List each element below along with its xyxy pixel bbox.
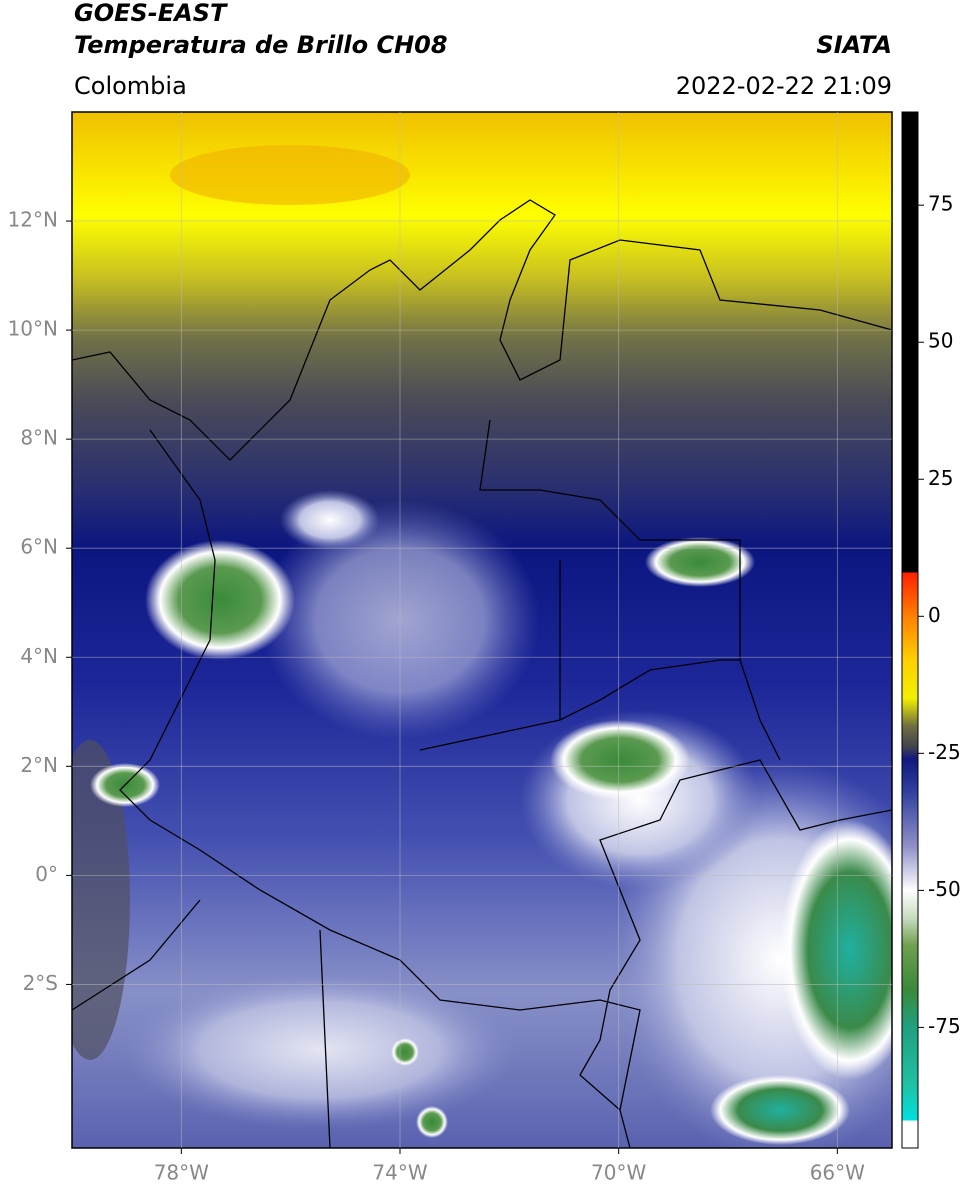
y-tick-label: 2°N <box>20 753 58 777</box>
y-tick-label: 6°N <box>20 535 58 559</box>
colorbar-tick-label: 25 <box>928 466 953 490</box>
cloud <box>120 970 520 1130</box>
storm <box>391 1038 419 1066</box>
datetime: 2022-02-22 21:09 <box>676 72 892 100</box>
colorbar-tick-label: 0 <box>928 603 941 627</box>
colorbar-tick-label: 50 <box>928 329 953 353</box>
storm <box>710 1075 850 1145</box>
colorbar-tick-label: -75 <box>928 1014 961 1038</box>
warm-area <box>170 145 410 205</box>
imagery <box>72 112 892 1148</box>
agency: SIATA <box>816 31 892 59</box>
y-tick-label: 10°N <box>8 317 58 341</box>
x-tick-label: 78°W <box>154 1161 209 1185</box>
cloud <box>280 490 380 550</box>
x-tick-label: 74°W <box>372 1161 427 1185</box>
satellite: GOES-EAST <box>74 0 228 27</box>
colorbar-tick-label: -50 <box>928 877 961 901</box>
y-tick-label: 2°S <box>23 971 58 995</box>
y-tick-label: 4°N <box>20 644 58 668</box>
colorbar <box>901 111 919 1149</box>
clear-area <box>72 740 130 1060</box>
x-tick-label: 66°W <box>810 1161 865 1185</box>
storm <box>416 1106 448 1138</box>
y-tick-label: 12°N <box>8 208 58 232</box>
region: Colombia <box>74 72 187 100</box>
storm <box>145 540 295 660</box>
borders <box>72 199 892 1148</box>
product: Temperatura de Brillo CH08 <box>74 31 448 59</box>
y-tick-label: 0° <box>35 862 58 886</box>
storm <box>780 820 892 1080</box>
x-tick-label: 70°W <box>591 1161 646 1185</box>
colorbar-tick-label: 75 <box>928 192 953 216</box>
storm <box>645 537 755 587</box>
colorbar-tick-label: -25 <box>928 740 961 764</box>
map-frame <box>71 111 893 1149</box>
y-tick-label: 8°N <box>20 426 58 450</box>
storm <box>550 720 690 800</box>
